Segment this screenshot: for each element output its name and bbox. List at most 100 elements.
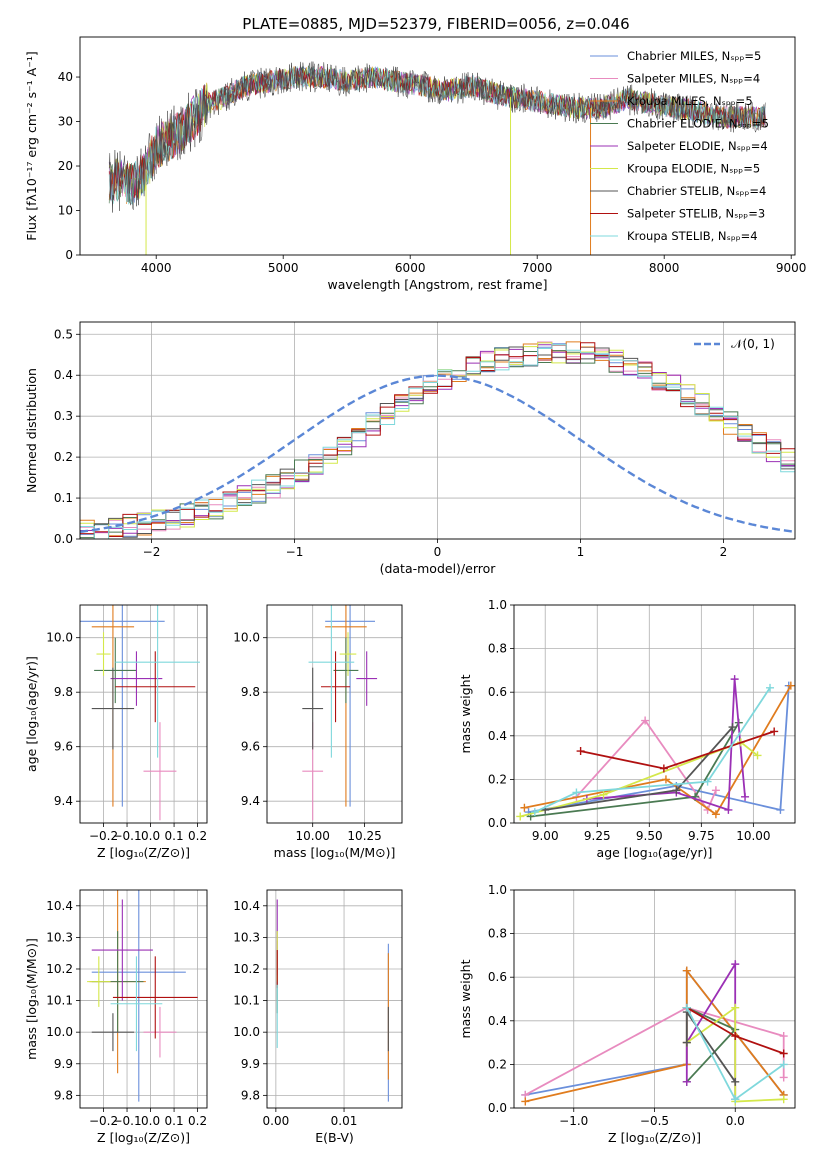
x-tick-label: 0.01	[331, 1114, 358, 1128]
x-tick-label: 0.0	[726, 1114, 745, 1128]
y-tick-label: 10.0	[46, 1025, 73, 1039]
x-tick-label: −1	[286, 545, 304, 559]
axes-frame	[79, 321, 796, 540]
y-tick-label: 0.1	[54, 491, 73, 505]
x-tick-label: 0.0	[141, 829, 160, 843]
plot-area	[516, 675, 795, 821]
y-tick-label: 0.4	[488, 729, 507, 743]
y-tick-label: 1.0	[488, 883, 507, 897]
point-marker	[530, 808, 539, 817]
y-tick-label: 10.0	[46, 631, 73, 645]
y-tick-label: 0.6	[488, 685, 507, 699]
plot-area	[108, 61, 767, 255]
point-marker	[682, 1003, 691, 1012]
x-tick-label: 10.00	[736, 829, 770, 843]
x-tick-label: 0.1	[165, 829, 184, 843]
x-tick-label: 0.00	[263, 1114, 290, 1128]
point-marker	[711, 786, 720, 795]
legend-label: Kroupa MILES, Nₛₚₚ=5	[627, 94, 753, 108]
y-tick-label: 0.2	[54, 450, 73, 464]
y-tick-label: 0.0	[54, 532, 73, 546]
x-axis-label: E(B-V)	[315, 1130, 354, 1145]
y-tick-label: 0.2	[488, 772, 507, 786]
y-tick-label: 10.1	[233, 994, 260, 1008]
spectrum-plot: 4000 5000 6000 7000 8000 9000 0 10 20 30 40 wavelen…	[24, 36, 806, 292]
x-tick-label: 8000	[649, 261, 680, 275]
x-tick-label: 7000	[522, 261, 553, 275]
weight-vs-metallicity-plot: −1.0 −0.5 0.0 0.0 0.2 0.4 0.6 0.8 1.0 Z [log₁₀(Z/…	[458, 883, 796, 1145]
plot-area	[302, 605, 378, 821]
point-marker	[770, 727, 779, 736]
y-tick-label: 10.2	[233, 962, 260, 976]
point-marker	[520, 803, 529, 812]
x-tick-label: 0.0	[141, 1114, 160, 1128]
point-marker	[711, 810, 720, 819]
point-marker	[753, 751, 762, 760]
x-tick-label: 9.25	[584, 829, 611, 843]
point-marker	[730, 675, 739, 684]
point-marker	[682, 966, 691, 975]
point-marker	[682, 1077, 691, 1086]
x-tick-label: −0.5	[640, 1114, 669, 1128]
y-tick-label: 9.9	[54, 1057, 73, 1071]
mass-vs-metallicity-plot: −0.2−0.1 0.0 0.1 0.2 9.8 9.9 10.0 10.1 10.2 10.3 1…	[24, 889, 208, 1145]
mass-vs-ebv-plot: 0.00 0.01 9.8 9.9 10.0 10.1 10.2 10.3 10.4 E(B-V)	[233, 889, 403, 1145]
y-tick-label: 9.6	[54, 740, 73, 754]
point-marker	[682, 1038, 691, 1047]
y-tick-label: 9.8	[241, 685, 260, 699]
x-tick-label: 6000	[395, 261, 426, 275]
residual-histogram-plot: −2 −1 0 1 2 0.0 0.1 0.2 0.3 0.4 0.5 (data-model)/er…	[24, 321, 796, 576]
point-marker	[731, 960, 740, 969]
histogram-step-line	[80, 344, 795, 534]
x-tick-label: 1	[577, 545, 585, 559]
x-tick-label: 0	[434, 545, 442, 559]
x-tick-label: 5000	[268, 261, 299, 275]
x-tick-label: −2	[143, 545, 161, 559]
legend-label: Chabrier STELIB, Nₛₚₚ=4	[627, 184, 766, 198]
point-marker	[641, 716, 650, 725]
y-tick-label: 10.0	[233, 631, 260, 645]
y-tick-label: 10.3	[46, 930, 73, 944]
y-tick-label: 9.8	[54, 685, 73, 699]
mass-weight-line	[519, 741, 759, 818]
y-tick-label: 9.4	[54, 794, 73, 808]
point-marker	[724, 805, 733, 814]
weight-vs-age-plot: 9.00 9.25 9.50 9.75 10.00 0.0 0.2 0.4 0.6 0.8 1.0 a…	[458, 598, 796, 860]
point-marker	[672, 786, 681, 795]
y-tick-label: 0.3	[54, 409, 73, 423]
y-tick-label: 0.4	[488, 1014, 507, 1028]
point-marker	[731, 1003, 740, 1012]
legend-label: Kroupa ELODIE, Nₛₚₚ=5	[627, 162, 760, 176]
x-axis-label: Z [log₁₀(Z/Z⊙)]	[97, 845, 190, 860]
age-vs-metallicity-plot: −0.2−0.1 0.0 0.1 0.2 9.4 9.6 9.8 10.0 Z [log₁₀(Z…	[24, 604, 208, 860]
y-tick-label: 0.0	[488, 816, 507, 830]
x-axis-label: age [log₁₀(age/yr)]	[597, 845, 713, 860]
point-marker	[661, 775, 670, 784]
x-tick-label: 9.00	[532, 829, 559, 843]
axes-frame	[266, 889, 403, 1109]
histogram-step-line	[80, 344, 795, 539]
plot-area	[80, 341, 795, 539]
point-marker	[779, 1073, 788, 1082]
point-marker	[779, 1049, 788, 1058]
plot-area	[87, 890, 198, 1102]
plot-area	[276, 899, 389, 1102]
y-axis-label: mass weight	[458, 674, 473, 753]
axes-frame	[79, 36, 796, 256]
y-tick-label: 0.8	[488, 642, 507, 656]
histogram-step-line	[80, 346, 795, 539]
figure-title: PLATE=0885, MJD=52379, FIBERID=0056, z=0…	[242, 15, 629, 33]
legend-label: Salpeter ELODIE, Nₛₚₚ=4	[627, 139, 768, 153]
y-tick-label: 10.3	[233, 930, 260, 944]
histogram-step-line	[80, 342, 795, 537]
legend-label: Salpeter MILES, Nₛₚₚ=4	[627, 72, 760, 86]
y-tick-label: 0.6	[488, 970, 507, 984]
point-marker	[779, 1095, 788, 1104]
axes-frame	[513, 604, 796, 824]
gaussian-curve	[80, 374, 795, 533]
y-tick-label: 0	[65, 248, 73, 262]
y-tick-label: 9.4	[241, 794, 260, 808]
point-marker	[731, 1032, 740, 1041]
y-tick-label: 10.4	[233, 899, 260, 913]
point-marker	[731, 1095, 740, 1104]
